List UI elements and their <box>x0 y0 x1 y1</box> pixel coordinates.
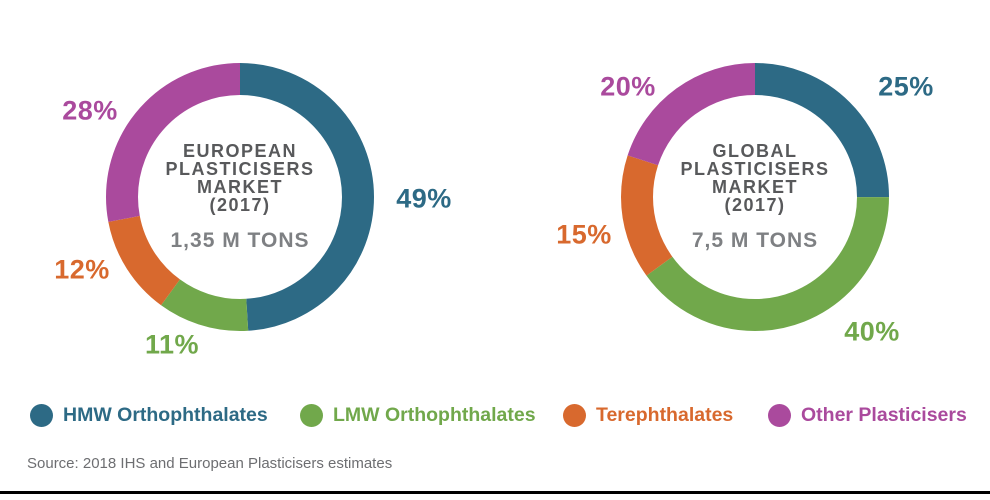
legend-dot-orange <box>563 404 586 427</box>
donut-segment-terephthalates <box>621 63 889 331</box>
segment-percentage-label-terephthalates: 15% <box>556 219 612 250</box>
segment-percentage-label-other: 20% <box>600 71 656 102</box>
bottom-border-line <box>0 491 990 494</box>
legend-dot-teal <box>30 404 53 427</box>
legend-label: Other Plasticisers <box>801 404 967 426</box>
legend-item-lmw-orthophthalates: LMW Orthophthalates <box>300 404 536 427</box>
donut-ring-european <box>106 63 374 331</box>
donut-segment-other-plasticisers <box>106 63 374 331</box>
legend-item-hmw-orthophthalates: HMW Orthophthalates <box>30 404 268 427</box>
legend-dot-green <box>300 404 323 427</box>
donut-segment-lmw-orthophthalates <box>621 63 889 331</box>
segment-percentage-label-hmw: 49% <box>396 183 452 214</box>
source-note: Source: 2018 IHS and European Plasticise… <box>27 455 393 472</box>
segment-percentage-label-terephthalates: 12% <box>54 254 110 285</box>
legend-item-terephthalates: Terephthalates <box>563 404 733 427</box>
legend-label: HMW Orthophthalates <box>63 404 268 426</box>
segment-percentage-label-lmw: 40% <box>844 316 900 347</box>
segment-percentage-label-lmw: 11% <box>144 329 200 360</box>
legend-dot-purple <box>768 404 791 427</box>
legend-item-other-plasticisers: Other Plasticisers <box>768 404 967 427</box>
donut-segment-other-plasticisers <box>621 63 889 331</box>
legend-label: LMW Orthophthalates <box>333 404 536 426</box>
legend-label: Terephthalates <box>596 404 734 426</box>
segment-percentage-label-other: 28% <box>62 95 118 126</box>
segment-percentage-label-hmw: 25% <box>878 71 934 102</box>
donut-chart-european-market: EUROPEAN PLASTICISERS MARKET (2017) 1,35… <box>54 63 451 360</box>
donut-segment-lmw-orthophthalates <box>106 63 374 331</box>
donut-ring-global <box>621 63 889 331</box>
donut-chart-global-market: GLOBAL PLASTICISERS MARKET (2017) 7,5 M … <box>556 63 933 347</box>
